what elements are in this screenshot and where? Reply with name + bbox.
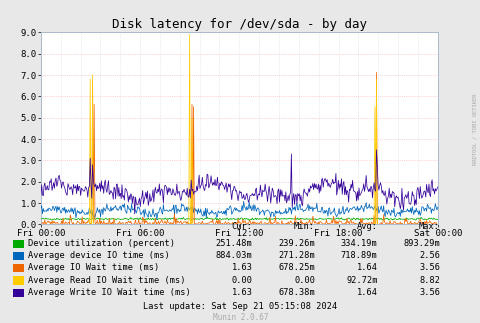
- Text: 8.82: 8.82: [418, 276, 439, 285]
- Text: Last update: Sat Sep 21 05:15:08 2024: Last update: Sat Sep 21 05:15:08 2024: [143, 302, 337, 311]
- Text: 271.28m: 271.28m: [278, 251, 314, 260]
- Text: 1.63: 1.63: [231, 263, 252, 272]
- Text: 893.29m: 893.29m: [403, 239, 439, 248]
- Text: Min:: Min:: [293, 222, 314, 231]
- Text: 884.03m: 884.03m: [216, 251, 252, 260]
- Text: 334.19m: 334.19m: [340, 239, 377, 248]
- Text: 3.56: 3.56: [418, 288, 439, 297]
- Text: Device utilization (percent): Device utilization (percent): [28, 239, 175, 248]
- Text: Avg:: Avg:: [356, 222, 377, 231]
- Text: 0.00: 0.00: [231, 276, 252, 285]
- Text: Munin 2.0.67: Munin 2.0.67: [212, 313, 268, 322]
- Text: 1.64: 1.64: [356, 288, 377, 297]
- Text: 239.26m: 239.26m: [278, 239, 314, 248]
- Text: 678.25m: 678.25m: [278, 263, 314, 272]
- Text: 718.89m: 718.89m: [340, 251, 377, 260]
- Text: Max:: Max:: [418, 222, 439, 231]
- Text: Average Write IO Wait time (ms): Average Write IO Wait time (ms): [28, 288, 190, 297]
- Text: 2.56: 2.56: [418, 251, 439, 260]
- Title: Disk latency for /dev/sda - by day: Disk latency for /dev/sda - by day: [111, 18, 366, 31]
- Text: Average IO Wait time (ms): Average IO Wait time (ms): [28, 263, 159, 272]
- Text: 251.48m: 251.48m: [216, 239, 252, 248]
- Text: Average device IO time (ms): Average device IO time (ms): [28, 251, 169, 260]
- Text: RRDTOOL / TOBI OETIKER: RRDTOOL / TOBI OETIKER: [472, 93, 477, 165]
- Text: 1.63: 1.63: [231, 288, 252, 297]
- Text: Cur:: Cur:: [231, 222, 252, 231]
- Text: 678.38m: 678.38m: [278, 288, 314, 297]
- Text: 1.64: 1.64: [356, 263, 377, 272]
- Text: 0.00: 0.00: [293, 276, 314, 285]
- Text: 92.72m: 92.72m: [346, 276, 377, 285]
- Text: 3.56: 3.56: [418, 263, 439, 272]
- Text: Average Read IO Wait time (ms): Average Read IO Wait time (ms): [28, 276, 185, 285]
